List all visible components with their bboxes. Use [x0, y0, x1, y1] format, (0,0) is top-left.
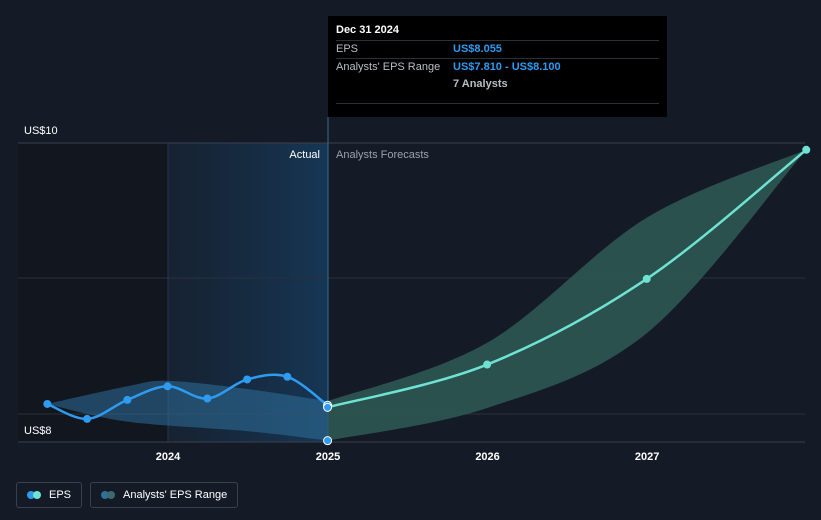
forecast-point[interactable]	[802, 145, 811, 154]
eps-point[interactable]	[243, 375, 252, 384]
y-label-max: US$10	[24, 125, 58, 137]
tooltip-divider	[336, 103, 659, 104]
eps-point[interactable]	[203, 394, 212, 403]
range-band-actual	[47, 380, 328, 441]
x-tick-label: 2024	[156, 451, 181, 463]
forecast-line	[327, 148, 808, 409]
tooltip-analysts: 7 Analysts	[453, 78, 508, 90]
tooltip-value: US$8.055	[453, 43, 502, 55]
tooltip-key: EPS	[336, 43, 359, 55]
eps-swatch-icon	[27, 491, 41, 499]
eps-point[interactable]	[283, 372, 292, 381]
legend-item-eps[interactable]: EPS	[16, 482, 83, 508]
forecast-point[interactable]	[642, 274, 651, 283]
legend-item-range[interactable]: Analysts' EPS Range	[90, 482, 239, 508]
tooltip-row-eps: EPS US$8.055	[336, 40, 659, 58]
legend-label: EPS	[49, 489, 72, 501]
tooltip-key: Analysts' EPS Range	[336, 61, 441, 73]
x-tick-label: 2025	[316, 451, 340, 463]
eps-point[interactable]	[163, 382, 172, 391]
region-label-actual: Actual	[289, 149, 320, 161]
legend: EPS Analysts' EPS Range	[16, 482, 239, 508]
tooltip: Dec 31 2024 EPS US$8.055 Analysts' EPS R…	[328, 16, 667, 117]
tooltip-row-range: Analysts' EPS Range US$7.810 - US$8.100	[336, 58, 659, 76]
region-label-forecast: Analysts Forecasts	[336, 149, 429, 161]
forecast-point[interactable]	[323, 402, 333, 412]
tooltip-row-analysts: 7 Analysts	[336, 76, 659, 93]
forecast-point[interactable]	[483, 360, 492, 369]
range-swatch-icon	[101, 491, 116, 499]
range-low-point[interactable]	[323, 436, 333, 446]
x-tick-label: 2026	[475, 451, 499, 463]
eps-point[interactable]	[123, 395, 132, 404]
tooltip-date: Dec 31 2024	[336, 24, 399, 36]
eps-point[interactable]	[43, 399, 52, 408]
tooltip-value: US$7.810 - US$8.100	[453, 61, 561, 73]
y-label-min: US$8	[24, 425, 52, 437]
tooltip-key-spacer	[336, 78, 453, 90]
legend-label: Analysts' EPS Range	[123, 489, 228, 501]
x-tick-label: 2027	[635, 451, 659, 463]
eps-point[interactable]	[83, 414, 92, 423]
range-band-forecast	[327, 149, 807, 441]
